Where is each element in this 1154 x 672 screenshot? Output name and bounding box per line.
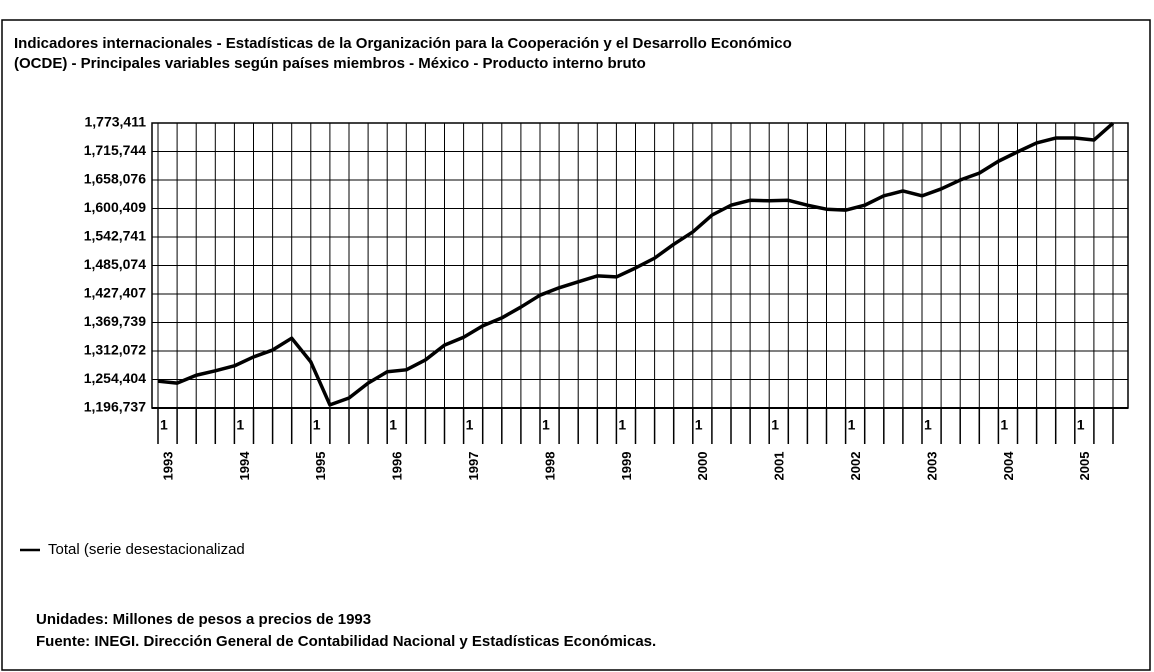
quarter-label: 1 — [542, 417, 550, 433]
x-tick-label: 1996 — [390, 452, 405, 481]
quarter-label: 1 — [924, 417, 932, 433]
y-tick-label: 1,196,737 — [84, 399, 146, 415]
y-tick-label: 1,427,407 — [84, 285, 146, 301]
frame — [1, 19, 1151, 671]
x-tick-label: 1994 — [237, 451, 252, 481]
quarter-label: 1 — [389, 417, 397, 433]
y-tick-label: 1,312,072 — [84, 342, 146, 358]
y-tick-label: 1,485,074 — [84, 256, 146, 272]
x-tick-label: 2004 — [1001, 451, 1016, 481]
x-tick-label: 2003 — [924, 452, 939, 481]
y-tick-label: 1,369,739 — [84, 313, 146, 329]
x-tick-label: 1999 — [619, 452, 634, 481]
data-line — [157, 121, 1115, 407]
note: Unidades: Millones de pesos a precios de… — [36, 611, 371, 628]
x-tick-label: 2000 — [695, 452, 710, 481]
legend-label: Total (serie desestacionalizad — [48, 541, 245, 558]
y-tick-label: 1,254,404 — [84, 370, 146, 386]
quarter-label: 1 — [313, 417, 321, 433]
quarter-label: 1 — [848, 417, 856, 433]
chart-title: (OCDE) - Principales variables según paí… — [14, 55, 646, 72]
chart-title: Indicadores internacionales - Estadístic… — [14, 35, 792, 52]
x-tick-label: 1997 — [466, 452, 481, 481]
x-tick-label: 1998 — [542, 452, 557, 481]
quarter-label: 1 — [466, 417, 474, 433]
quarter-label: 1 — [236, 417, 244, 433]
y-tick-label: 1,600,409 — [84, 199, 146, 215]
quarter-label: 1 — [771, 417, 779, 433]
note: Fuente: INEGI. Dirección General de Cont… — [36, 633, 656, 650]
quarter-label: 1 — [1000, 417, 1008, 433]
x-tick-label: 1993 — [160, 452, 175, 481]
x-tick-label: 2002 — [848, 452, 863, 481]
x-tick-label: 1995 — [313, 452, 328, 481]
y-tick-label: 1,773,411 — [84, 114, 146, 130]
quarter-label: 1 — [695, 417, 703, 433]
y-tick-label: 1,715,744 — [84, 142, 146, 158]
x-tick-label: 2001 — [772, 452, 787, 481]
quarter-label: 1 — [618, 417, 626, 433]
y-tick-label: 1,542,741 — [84, 228, 146, 244]
x-tick-label: 2005 — [1077, 452, 1092, 481]
quarter-label: 1 — [1077, 417, 1085, 433]
quarter-label: 1 — [160, 417, 168, 433]
y-tick-label: 1,658,076 — [84, 171, 146, 187]
